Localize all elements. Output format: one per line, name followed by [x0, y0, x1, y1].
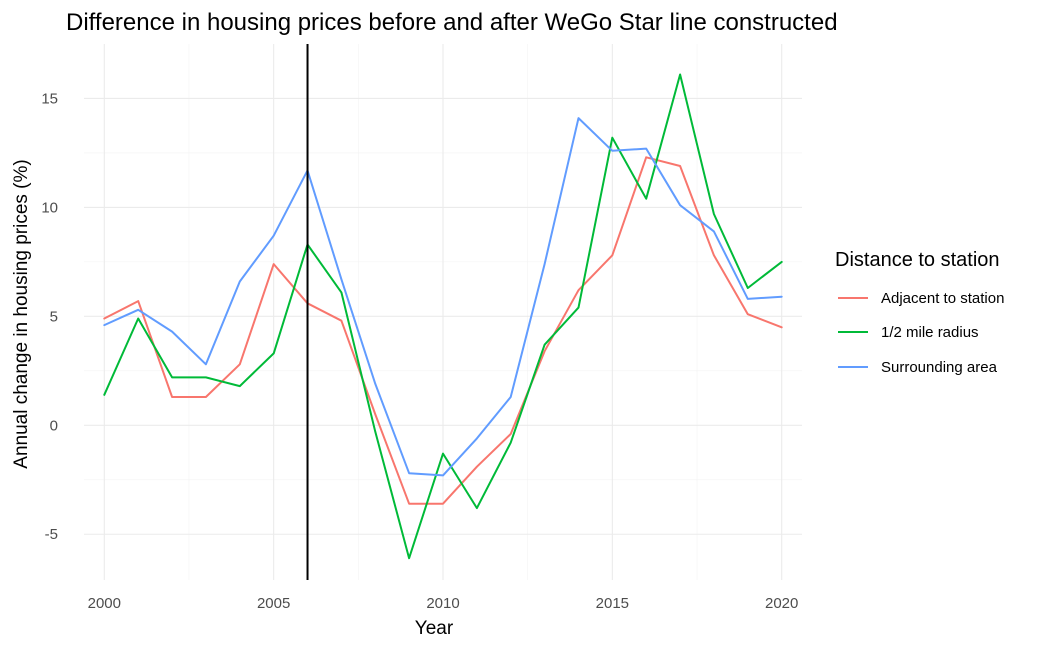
legend-label-half-mile: 1/2 mile radius	[881, 324, 979, 341]
series-line-half-mile	[103, 73, 783, 560]
y-tick-label: 15	[41, 90, 58, 107]
x-tick-label: 2010	[426, 595, 459, 612]
x-tick-label: 2015	[596, 595, 629, 612]
y-tick-label: 0	[50, 417, 58, 434]
y-axis-ticks: -5 0 5 10 15	[41, 90, 58, 543]
legend-label-adjacent: Adjacent to station	[881, 290, 1004, 307]
x-axis-ticks: 2000 2005 2010 2015 2020	[88, 595, 799, 612]
series-line-surrounding	[103, 117, 783, 477]
y-tick-label: -5	[45, 526, 58, 543]
grid	[84, 44, 802, 580]
x-tick-label: 2000	[88, 595, 121, 612]
x-axis-title: Year	[415, 618, 454, 639]
y-tick-label: 10	[41, 199, 58, 216]
legend: Distance to station Adjacent to station …	[835, 249, 1004, 376]
y-tick-label: 5	[50, 308, 58, 325]
chart-title: Difference in housing prices before and …	[66, 9, 838, 36]
series-line-adjacent	[103, 156, 783, 505]
y-axis-title: Annual change in housing prices (%)	[11, 159, 32, 468]
legend-title: Distance to station	[835, 249, 1000, 271]
series-lines	[103, 73, 783, 560]
x-tick-label: 2005	[257, 595, 290, 612]
x-tick-label: 2020	[765, 595, 798, 612]
legend-label-surrounding: Surrounding area	[881, 359, 998, 376]
